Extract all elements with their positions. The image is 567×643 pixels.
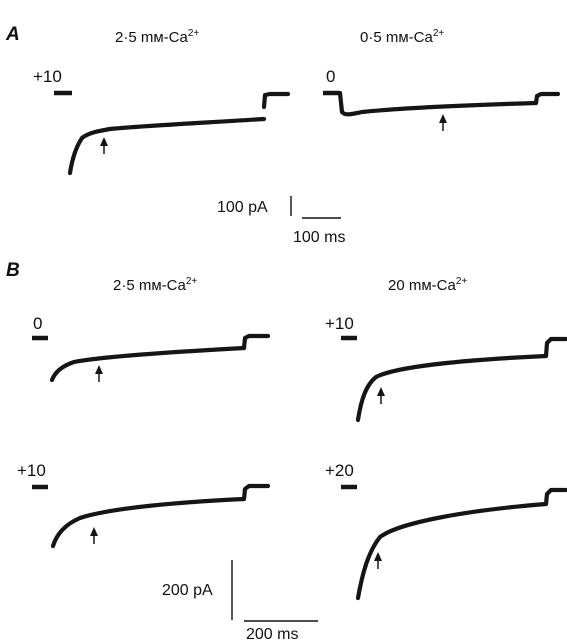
current-trace-a-left	[67, 116, 267, 176]
scale-time-label-b: 200 ms	[246, 626, 298, 643]
current-trace-b-top-right	[355, 353, 549, 423]
tail-trace-b-bottom-right	[543, 487, 567, 507]
current-trace-b-bottom-right	[355, 501, 549, 601]
voltage-label-a-left: +10	[33, 67, 62, 86]
condition-label-a-left: 2·5 mм-Ca2+	[115, 28, 199, 46]
arrow-marker-b-top-right	[377, 387, 385, 404]
voltage-label-a-right: 0	[326, 67, 335, 86]
tail-trace-b-top-left	[241, 333, 271, 351]
arrow-marker-b-top-left	[95, 365, 103, 382]
voltage-label-b-top-right: +10	[325, 314, 354, 333]
tail-trace-b-bottom-left	[241, 483, 271, 502]
voltage-label-b-bottom-left: +10	[17, 461, 46, 480]
scale-current-label-a: 100 pA	[217, 199, 268, 216]
condition-label-b-right: 20 mм-Ca2+	[388, 276, 467, 294]
tail-trace-a-right	[533, 91, 561, 106]
tail-trace-b-top-right	[543, 336, 567, 359]
scale-current-label-b: 200 pA	[162, 582, 213, 599]
condition-label-b-left: 2·5 mм-Ca2+	[113, 276, 197, 294]
voltage-label-b-top-left: 0	[33, 314, 42, 333]
current-trace-b-bottom-left	[50, 496, 247, 549]
arrow-marker-a-right	[439, 114, 447, 131]
arrow-marker-b-bottom-right	[374, 552, 382, 569]
arrow-marker-b-bottom-left	[90, 527, 98, 544]
panel-label-b: B	[6, 260, 20, 281]
scale-time-label-a: 100 ms	[293, 229, 345, 246]
tail-trace-a-left	[261, 91, 291, 110]
voltage-label-b-bottom-right: +20	[325, 461, 354, 480]
panel-label-a: A	[5, 24, 20, 45]
condition-label-a-right: 0·5 mм-Ca2+	[360, 28, 444, 46]
arrow-marker-a-left	[100, 137, 108, 154]
current-trace-b-top-left	[49, 345, 247, 383]
current-trace-a-right	[337, 90, 539, 117]
